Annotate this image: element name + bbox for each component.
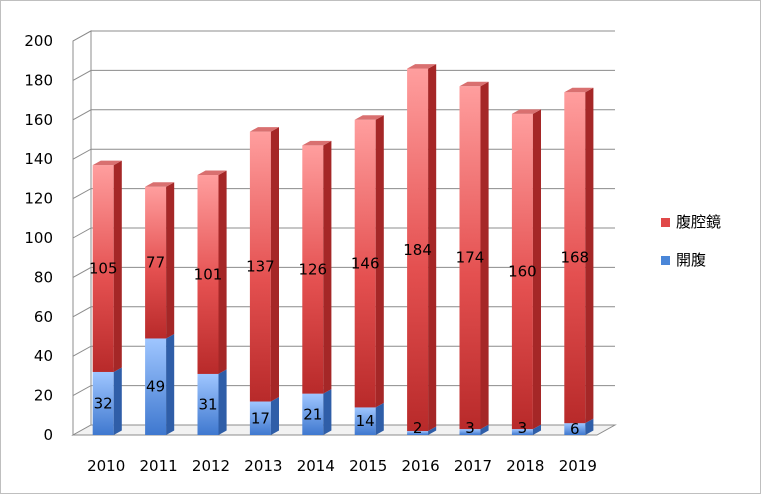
- data-label: 32: [94, 394, 113, 412]
- bar-segment-laparoscopic: [197, 170, 227, 374]
- x-tick-label: 2017: [454, 457, 492, 475]
- bar-segment-laparoscopic: [407, 64, 437, 432]
- gridline: [72, 385, 615, 397]
- data-label: 21: [303, 405, 322, 423]
- x-tick-label: 2011: [140, 457, 178, 475]
- gridline: [72, 345, 615, 357]
- legend-label: 開腹: [676, 251, 706, 269]
- data-label: 3: [518, 419, 528, 437]
- data-label: 184: [403, 241, 432, 259]
- bar-segment-laparoscopic: [145, 182, 175, 339]
- x-tick-label: 2012: [192, 457, 230, 475]
- data-label: 2: [413, 419, 423, 437]
- bar-segment-laparoscopic: [511, 109, 541, 430]
- gridline: [72, 266, 615, 278]
- data-label: 137: [246, 258, 275, 276]
- y-tick-label: 0: [43, 426, 53, 444]
- x-tick-label: 2015: [349, 457, 387, 475]
- x-tick-label: 2014: [297, 457, 335, 475]
- bar-segment-laparoscopic: [302, 140, 332, 394]
- data-label: 146: [351, 255, 380, 273]
- data-label: 31: [198, 395, 217, 413]
- data-label: 77: [146, 254, 165, 272]
- y-tick-label: 60: [34, 308, 53, 326]
- legend-label: 腹腔鏡: [676, 213, 721, 231]
- gridline: [72, 148, 615, 160]
- y-tick-label: 100: [24, 229, 53, 247]
- data-label: 49: [146, 378, 165, 396]
- bar-segment-laparoscopic: [564, 87, 594, 424]
- data-label: 101: [194, 265, 223, 283]
- data-label: 174: [456, 249, 485, 267]
- bar-segment-laparoscopic: [459, 81, 489, 430]
- data-label: 168: [560, 249, 589, 267]
- data-label: 3: [465, 419, 475, 437]
- y-tick-label: 80: [34, 268, 53, 286]
- data-label: 126: [298, 261, 327, 279]
- y-tick-label: 20: [34, 387, 53, 405]
- x-tick-label: 2013: [244, 457, 282, 475]
- x-tick-label: 2016: [402, 457, 440, 475]
- gridline: [72, 227, 615, 239]
- data-label: 160: [508, 262, 537, 280]
- y-tick-label: 160: [24, 111, 53, 129]
- bar-segment-laparoscopic: [354, 115, 384, 408]
- gridline: [72, 188, 615, 200]
- legend-swatch: [661, 256, 670, 265]
- y-tick-label: 140: [24, 150, 53, 168]
- gridline: [72, 30, 615, 42]
- gridline: [72, 306, 615, 318]
- data-label: 14: [356, 412, 375, 430]
- y-tick-label: 200: [24, 32, 53, 50]
- x-tick-label: 2019: [559, 457, 597, 475]
- x-tick-label: 2018: [506, 457, 544, 475]
- data-label: 17: [251, 409, 270, 427]
- legend-swatch: [661, 218, 670, 227]
- gridline: [72, 69, 615, 81]
- y-tick-label: 40: [34, 347, 53, 365]
- gridline: [72, 109, 615, 121]
- y-tick-label: 180: [24, 71, 53, 89]
- bar-segment-laparoscopic: [249, 127, 279, 402]
- bar-segment-laparoscopic: [92, 160, 122, 372]
- data-label: 6: [570, 420, 580, 438]
- data-label: 105: [89, 260, 118, 278]
- x-tick-label: 2010: [87, 457, 125, 475]
- y-tick-label: 120: [24, 190, 53, 208]
